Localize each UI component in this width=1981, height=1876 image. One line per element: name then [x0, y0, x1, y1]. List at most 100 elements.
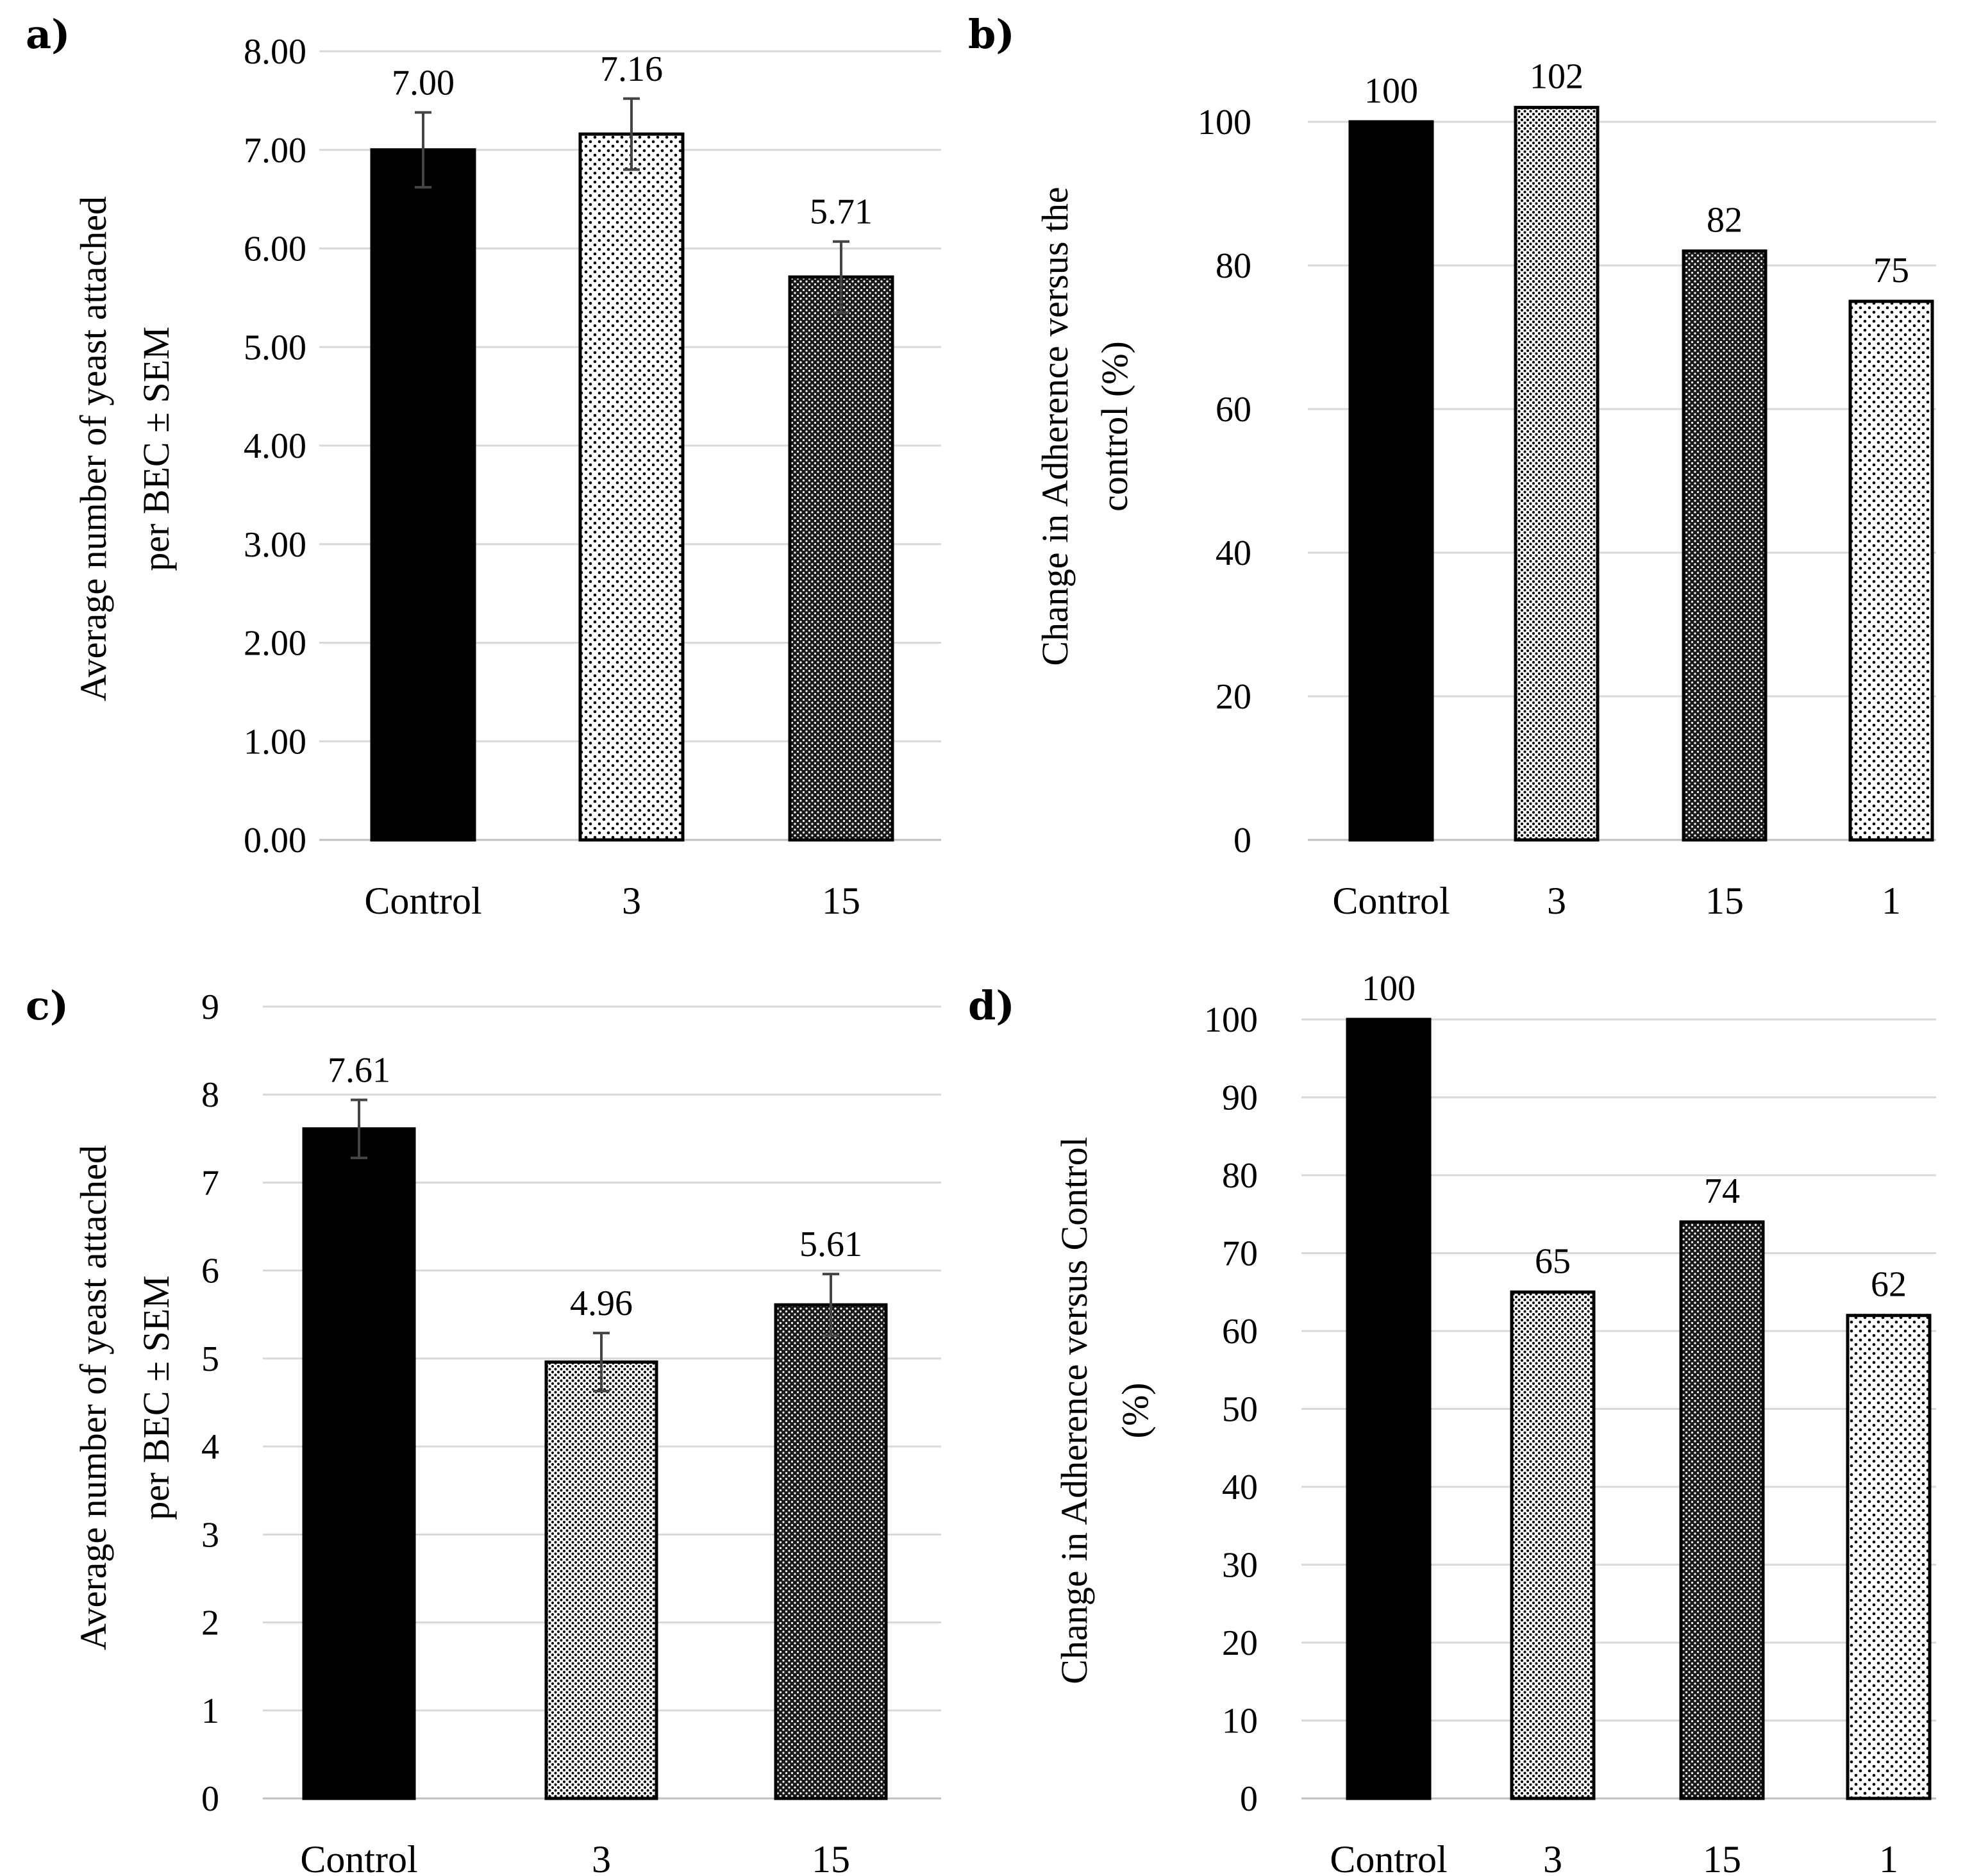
error-bar [823, 1273, 839, 1337]
y-axis-title: (%) [1114, 1383, 1156, 1439]
error-bar [833, 240, 849, 314]
y-tick-label: 30 [1222, 1546, 1258, 1586]
panel-label-d: d) [968, 982, 1015, 1029]
y-tick-label: 60 [1222, 1312, 1258, 1352]
x-tick-label: 3 [592, 1838, 611, 1876]
chart-panel-d: d) 0 10 20 30 40 50 60 70 80 90 100 100 Control 65 3 74 1… [968, 969, 1936, 1876]
y-tick-label: 0.00 [244, 821, 306, 860]
bar-control [302, 1127, 416, 1800]
data-label: 7.61 [328, 1050, 390, 1090]
error-bar [351, 1098, 367, 1160]
data-label: 74 [1704, 1171, 1740, 1211]
panel-label-a: a) [26, 11, 71, 58]
y-tick-label: 8 [201, 1075, 219, 1115]
x-tick-label: 15 [1703, 1838, 1741, 1876]
y-tick-label: 70 [1222, 1234, 1258, 1274]
bar-control [1346, 1018, 1432, 1800]
x-tick-label: 15 [1705, 880, 1744, 922]
x-tick-label: Control [364, 880, 481, 922]
y-tick-label: 3.00 [244, 525, 306, 565]
data-label: 65 [1535, 1241, 1571, 1281]
data-label: 75 [1873, 251, 1909, 290]
error-bar [623, 97, 640, 171]
error-bar [593, 1332, 610, 1393]
y-axis-title: Change in Adherence versus the [1034, 187, 1076, 666]
y-tick-label: 40 [1222, 1468, 1258, 1507]
y-tick-label: 60 [1216, 390, 1251, 430]
data-label: 5.61 [799, 1225, 862, 1264]
y-tick-label: 2.00 [244, 624, 306, 664]
y-tick-label: 3 [201, 1515, 219, 1555]
panel-label-c: c) [26, 982, 69, 1029]
y-tick-label: 80 [1216, 246, 1251, 286]
y-axis-title: per BEC ± SEM [135, 326, 177, 571]
chart-panel-c: c) 0 1 2 3 4 5 6 7 8 9 7.61 Control 4.96 3 5.61 15 Averag… [26, 982, 941, 1876]
bar-1 [1846, 1314, 1932, 1800]
data-label: 7.16 [600, 49, 663, 89]
data-label: 4.96 [570, 1284, 633, 1323]
x-tick-label: Control [300, 1838, 417, 1876]
y-tick-label: 7 [201, 1163, 219, 1203]
y-tick-label: 10 [1222, 1702, 1258, 1741]
y-tick-label: 0 [1240, 1779, 1258, 1819]
y-tick-label: 8.00 [244, 32, 306, 72]
y-tick-label: 1.00 [244, 722, 306, 762]
y-axis-title: Average number of yeast attached [72, 1145, 114, 1650]
panel-label-b: b) [968, 11, 1015, 58]
y-axis-title: control (%) [1094, 341, 1135, 512]
y-tick-label: 100 [1204, 1000, 1258, 1040]
data-label: 5.71 [810, 192, 873, 232]
y-tick-label: 20 [1216, 677, 1251, 717]
bar-3 [1510, 1290, 1596, 1800]
x-tick-label: 15 [822, 880, 860, 922]
bar-control [1348, 120, 1434, 842]
data-label: 100 [1362, 969, 1416, 1009]
x-tick-label: Control [1330, 1838, 1447, 1876]
x-tick-label: Control [1332, 880, 1450, 922]
y-tick-label: 40 [1216, 533, 1251, 573]
data-label: 100 [1364, 71, 1418, 111]
chart-panel-a: a) 0.00 1.00 2.00 3.00 4.00 5.00 6.00 7.00 8.00 7.… [26, 11, 941, 922]
y-axis-title: Average number of yeast attached [72, 196, 114, 701]
y-tick-label: 0 [1233, 821, 1251, 860]
y-tick-label: 1 [201, 1691, 219, 1731]
bar-3 [544, 1360, 658, 1800]
y-tick-label: 6.00 [244, 230, 306, 269]
y-tick-label: 5.00 [244, 328, 306, 367]
data-label: 82 [1707, 201, 1743, 240]
y-tick-label: 5 [201, 1339, 219, 1379]
bar-15 [788, 275, 894, 842]
x-tick-label: 3 [622, 880, 641, 922]
bar-15 [1679, 1220, 1765, 1800]
y-tick-label: 2 [201, 1604, 219, 1643]
bar-control [370, 148, 476, 842]
data-label: 102 [1530, 57, 1584, 97]
y-tick-label: 50 [1222, 1390, 1258, 1430]
chart-panel-b: b) 0 20 40 60 80 100 100 Control 102 3 82 15 75 1 Chang… [968, 11, 1936, 922]
bar-15 [1682, 249, 1768, 842]
y-tick-label: 100 [1198, 103, 1251, 142]
x-tick-label: 3 [1543, 1838, 1562, 1876]
error-bar [415, 111, 431, 189]
data-label: 62 [1871, 1265, 1907, 1305]
y-axis-title: per BEC ± SEM [135, 1275, 177, 1520]
y-tick-label: 6 [201, 1252, 219, 1291]
bar-15 [774, 1303, 888, 1800]
y-tick-label: 4.00 [244, 426, 306, 466]
y-tick-label: 0 [201, 1779, 219, 1819]
y-axis-title: Change in Adherence versus Control [1053, 1137, 1095, 1684]
data-label: 7.00 [392, 63, 455, 103]
bar-1 [1848, 299, 1934, 842]
x-tick-label: 1 [1879, 1838, 1898, 1876]
y-tick-label: 20 [1222, 1623, 1258, 1663]
x-tick-label: 3 [1547, 880, 1566, 922]
y-tick-label: 90 [1222, 1078, 1258, 1118]
y-tick-label: 4 [201, 1427, 219, 1467]
y-tick-label: 7.00 [244, 131, 306, 171]
bar-3 [1514, 106, 1600, 842]
bar-3 [578, 132, 685, 842]
x-tick-label: 1 [1882, 880, 1901, 922]
x-tick-label: 15 [812, 1838, 850, 1876]
y-tick-label: 9 [201, 987, 219, 1027]
